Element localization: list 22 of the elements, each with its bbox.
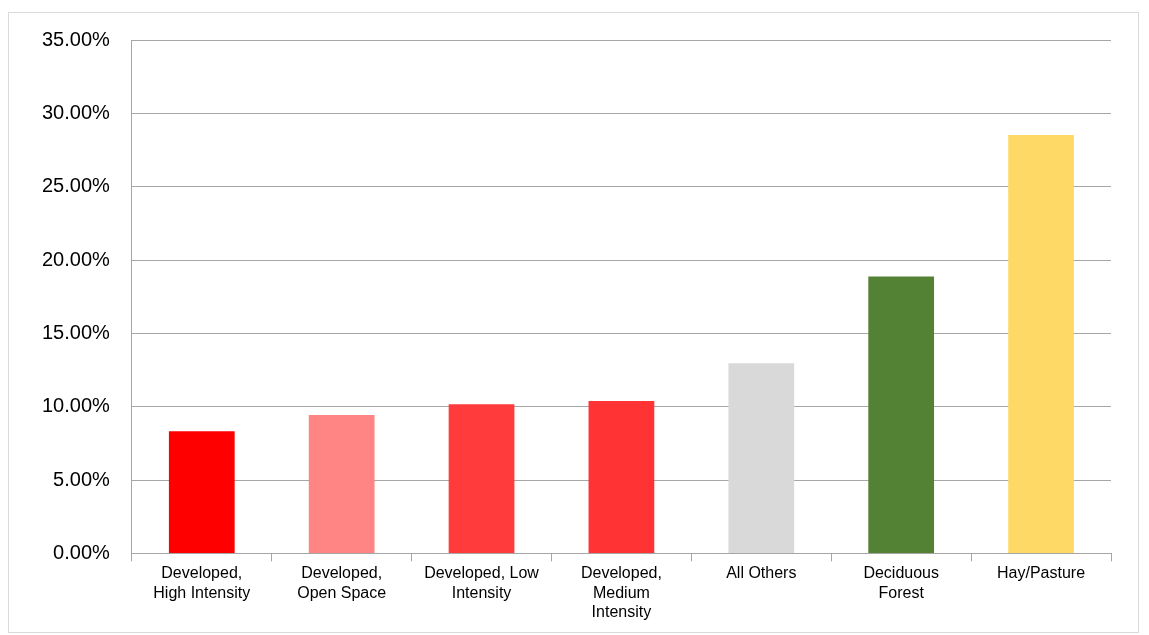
y-tick-label: 5.00% bbox=[53, 467, 111, 490]
bar bbox=[728, 363, 795, 553]
x-tick-label: All Others bbox=[726, 564, 797, 582]
x-tick-label: Hay/Pasture bbox=[997, 564, 1086, 582]
y-tick-label: 10.00% bbox=[41, 394, 111, 417]
bar bbox=[448, 404, 515, 553]
y-tick-label: 25.00% bbox=[41, 174, 111, 197]
y-tick-label: 35.00% bbox=[41, 27, 111, 50]
x-tick-label: Developed, Open Space bbox=[297, 564, 387, 601]
bar bbox=[308, 415, 375, 553]
bar bbox=[168, 431, 235, 553]
bar bbox=[868, 276, 935, 553]
y-tick-label: 0.00% bbox=[53, 540, 111, 563]
x-tick-label: Deciduous Forest bbox=[863, 564, 939, 601]
x-tick-label: Developed, Medium Intensity bbox=[580, 564, 662, 620]
bar bbox=[588, 400, 655, 553]
x-tick-label: Developed, High Intensity bbox=[153, 564, 251, 601]
y-tick-label: 15.00% bbox=[41, 320, 111, 343]
y-tick-label: 30.00% bbox=[41, 100, 111, 123]
x-tick-label: Developed, Low Intensity bbox=[424, 564, 540, 601]
bar bbox=[1008, 135, 1074, 553]
y-tick-label: 20.00% bbox=[41, 247, 111, 270]
